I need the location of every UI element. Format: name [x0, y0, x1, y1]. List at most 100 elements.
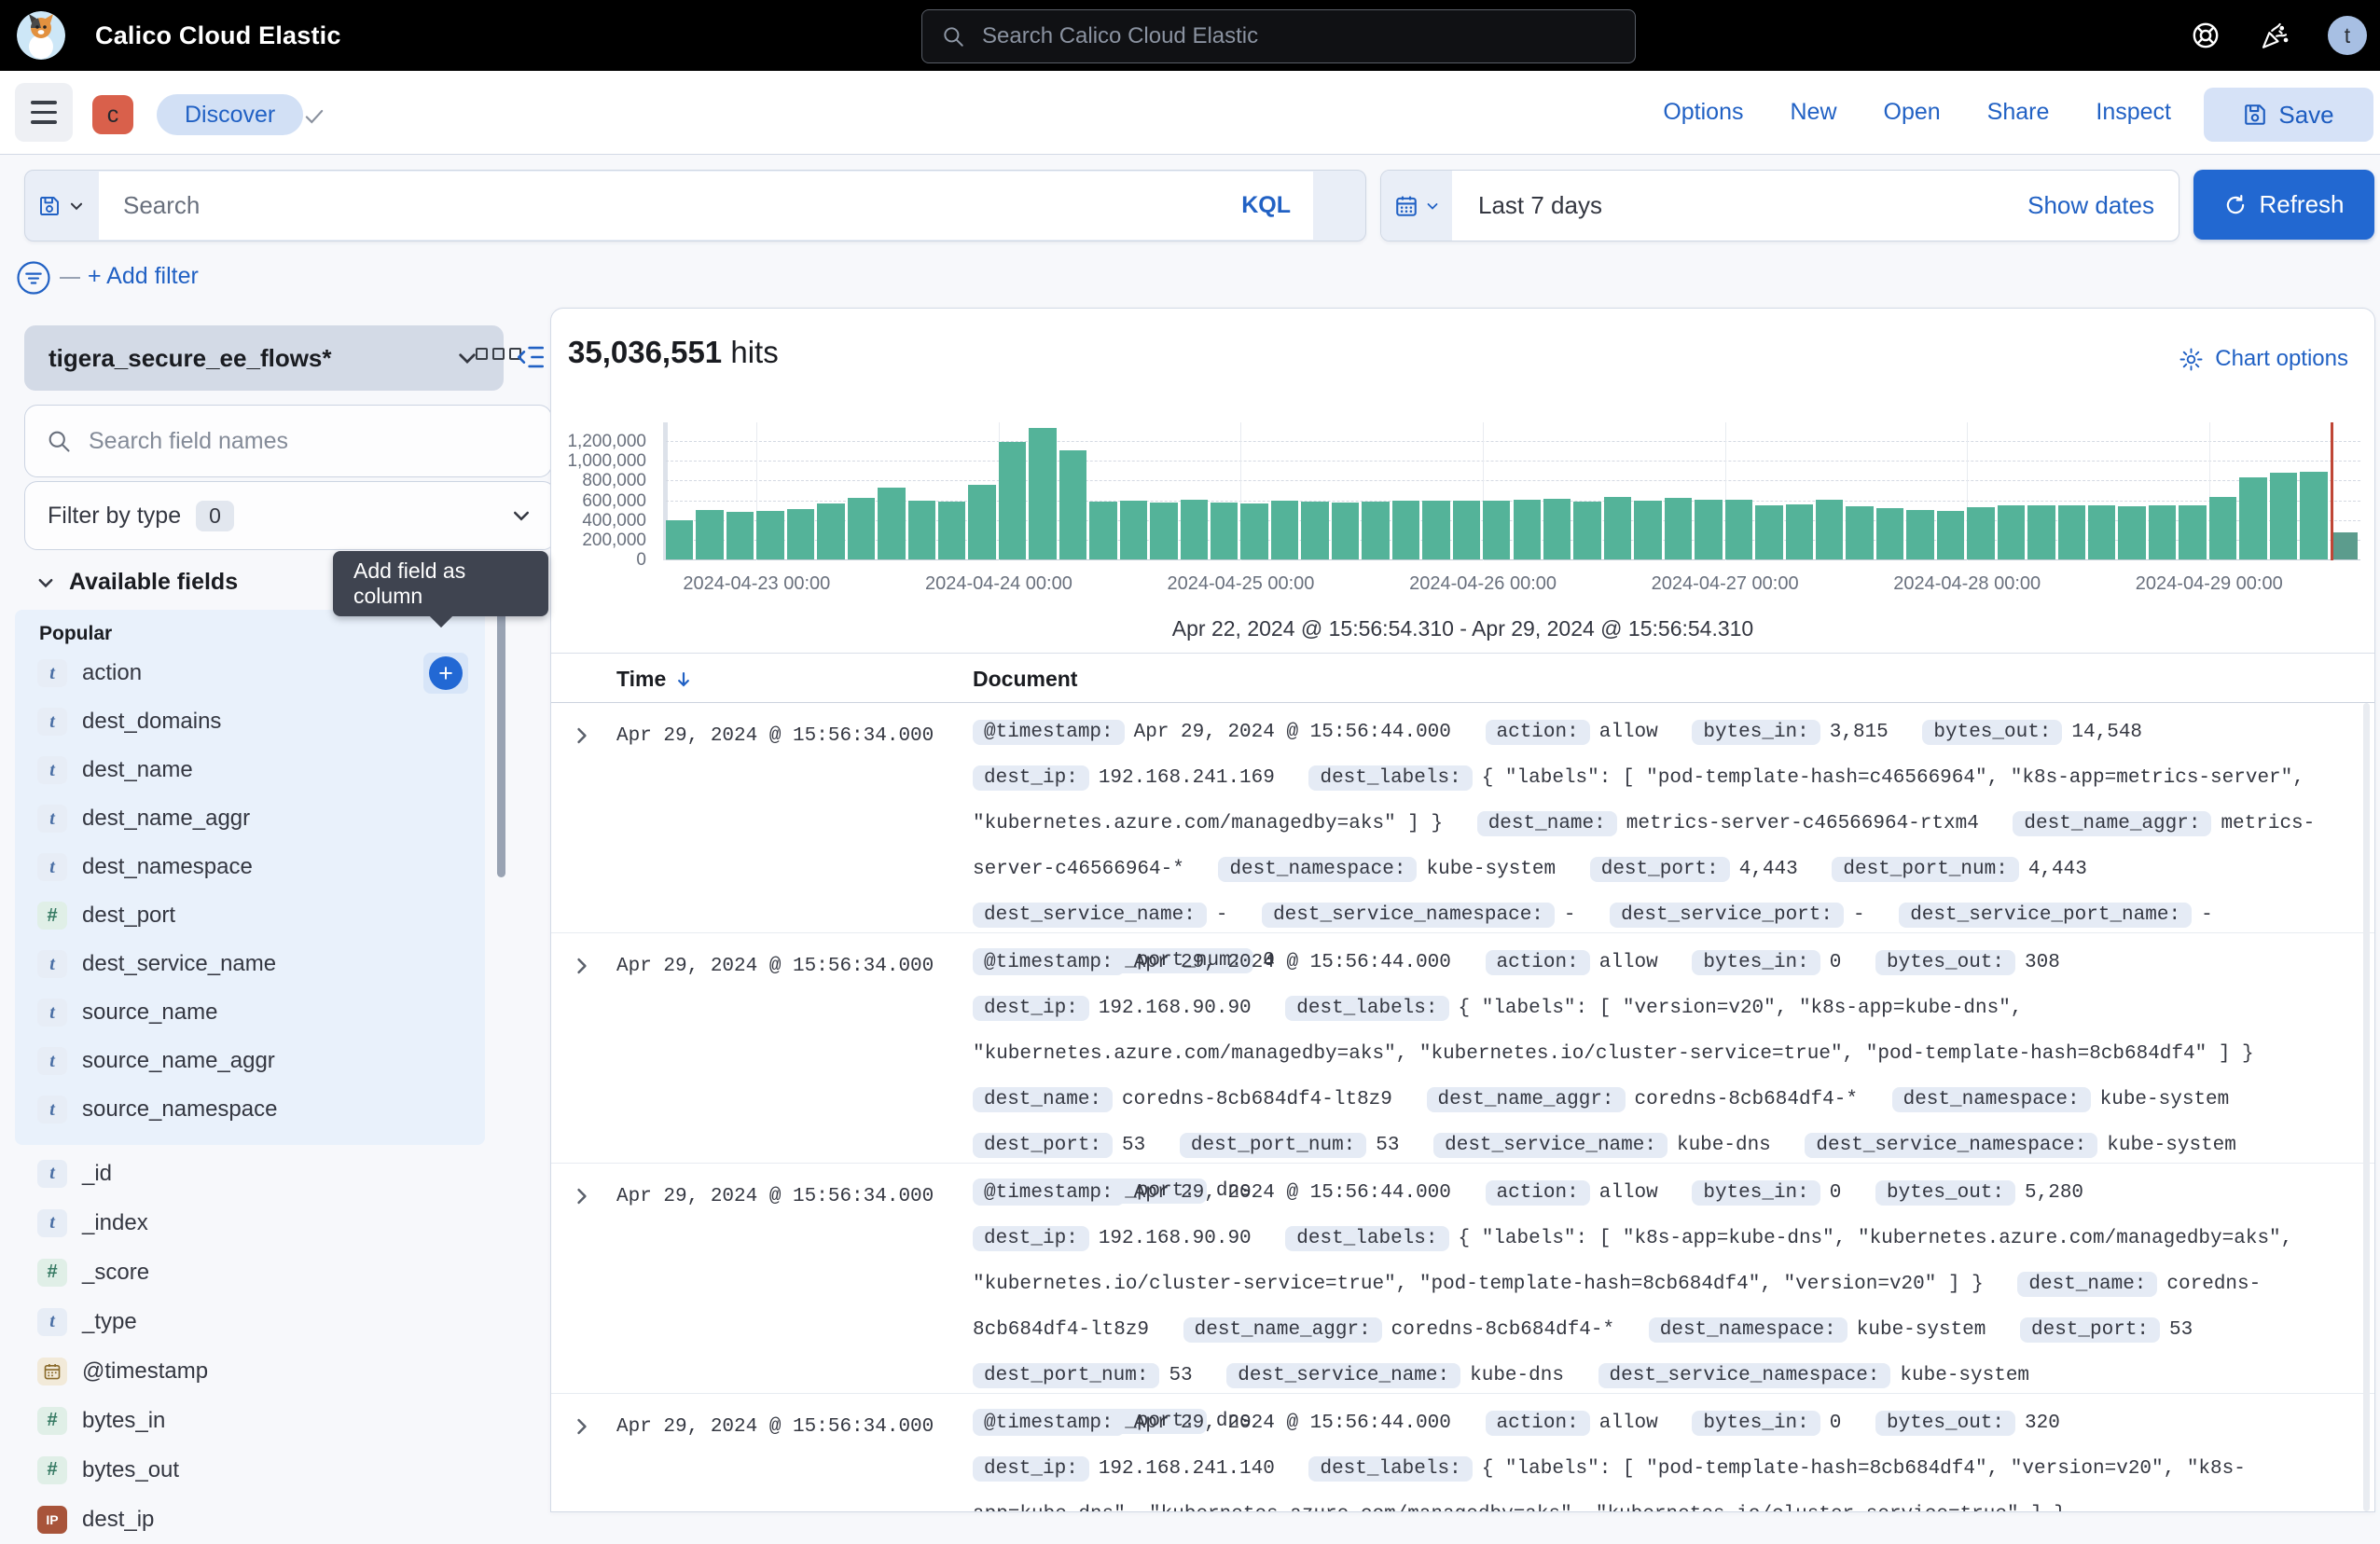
inspect-button[interactable]: Inspect — [2096, 99, 2171, 125]
field-item-source_name_aggr[interactable]: t source_name_aggr — [15, 1037, 485, 1085]
histogram-bar[interactable] — [2300, 471, 2328, 559]
histogram-bar[interactable] — [696, 509, 724, 559]
histogram-bar[interactable] — [1211, 502, 1238, 559]
histogram-bar[interactable] — [1634, 500, 1662, 559]
histogram-bar[interactable] — [786, 508, 815, 559]
histogram-bar[interactable] — [1724, 499, 1753, 559]
field-item-dest_service_name[interactable]: t dest_service_name — [15, 940, 485, 988]
field-item-@timestamp[interactable]: @timestamp — [15, 1346, 485, 1396]
histogram-bar[interactable] — [1391, 500, 1420, 559]
histogram-bar[interactable] — [1846, 505, 1874, 559]
options-button[interactable]: Options — [1663, 99, 1744, 125]
histogram-bar[interactable] — [847, 497, 876, 559]
histogram-bar[interactable] — [726, 512, 754, 559]
calico-logo-icon[interactable] — [17, 11, 65, 60]
histogram-bar[interactable] — [2057, 505, 2085, 559]
field-item-dest_name[interactable]: t dest_name — [15, 746, 485, 794]
histogram-bar[interactable] — [1029, 428, 1057, 559]
field-item-_type[interactable]: t _type — [15, 1297, 485, 1346]
index-pattern-selector[interactable]: tigera_secure_ee_flows* — [24, 325, 504, 391]
field-item-dest_port[interactable]: # dest_port — [15, 891, 485, 940]
histogram-bar[interactable] — [1270, 501, 1299, 559]
query-language-button[interactable]: KQL — [1241, 192, 1291, 218]
histogram-plot[interactable] — [663, 422, 2360, 560]
histogram-bar[interactable] — [1906, 510, 1934, 559]
histogram-bar[interactable] — [938, 501, 966, 559]
field-item-_index[interactable]: t _index — [15, 1198, 485, 1248]
histogram-bar[interactable] — [1664, 498, 1693, 559]
histogram-bar[interactable] — [1301, 501, 1329, 559]
histogram-bar[interactable] — [2087, 505, 2116, 559]
histogram-bar[interactable] — [1180, 500, 1209, 559]
histogram-bar[interactable] — [2269, 472, 2298, 559]
field-item-dest_ip[interactable]: IP dest_ip — [15, 1495, 485, 1544]
space-badge[interactable]: c — [92, 95, 133, 134]
histogram-bar[interactable] — [1422, 500, 1450, 559]
global-search[interactable] — [921, 9, 1636, 63]
breadcrumb-discover[interactable]: Discover — [157, 94, 304, 135]
histogram-bar[interactable] — [1059, 450, 1087, 559]
menu-hamburger-button[interactable] — [15, 83, 73, 142]
filter-menu-icon[interactable] — [13, 257, 54, 298]
kql-search-input[interactable] — [121, 190, 1225, 221]
histogram-bar[interactable] — [666, 519, 694, 559]
collapse-sidebar-icon[interactable] — [515, 341, 547, 373]
news-party-popper-icon[interactable] — [2259, 20, 2290, 51]
field-item-_id[interactable]: t _id — [15, 1149, 485, 1198]
histogram-bar[interactable] — [1785, 503, 1813, 559]
histogram-bar[interactable] — [817, 503, 845, 559]
field-item-bytes_in[interactable]: # bytes_in — [15, 1396, 485, 1445]
new-button[interactable]: New — [1790, 99, 1837, 125]
histogram-bar[interactable] — [1875, 507, 1904, 559]
field-options-icon[interactable] — [476, 348, 521, 360]
histogram-bar[interactable] — [756, 510, 784, 559]
histogram-bar[interactable] — [1815, 500, 1844, 559]
histogram-bar[interactable] — [1240, 503, 1268, 559]
expand-row-button[interactable] — [572, 1186, 592, 1206]
histogram-bar[interactable] — [1755, 505, 1783, 559]
histogram-bar[interactable] — [2179, 504, 2207, 559]
field-item-source_namespace[interactable]: t source_namespace — [15, 1085, 485, 1134]
histogram-bar[interactable] — [2027, 504, 2055, 559]
user-avatar[interactable]: t — [2328, 16, 2367, 55]
help-icon[interactable] — [2190, 20, 2221, 51]
expand-row-button[interactable] — [572, 956, 592, 976]
time-column-header[interactable]: Time — [616, 667, 694, 692]
filter-by-type-dropdown[interactable]: Filter by type 0 — [24, 481, 556, 550]
open-button[interactable]: Open — [1883, 99, 1941, 125]
show-dates-button[interactable]: Show dates — [2027, 191, 2154, 219]
date-quick-menu-button[interactable] — [1381, 171, 1452, 241]
global-search-input[interactable] — [980, 22, 1616, 50]
expand-row-button[interactable] — [572, 1416, 592, 1437]
histogram-bar[interactable] — [1573, 502, 1601, 559]
field-item-bytes_out[interactable]: # bytes_out — [15, 1445, 485, 1495]
histogram-bar[interactable] — [1150, 503, 1178, 559]
histogram-bar[interactable] — [1936, 510, 1965, 559]
field-search-box[interactable] — [24, 405, 552, 477]
histogram-bar[interactable] — [1603, 497, 1632, 559]
histogram-bar[interactable] — [1997, 504, 2026, 559]
field-item-dest_namespace[interactable]: t dest_namespace — [15, 843, 485, 891]
add-field-as-column-button[interactable]: + — [423, 653, 468, 694]
histogram-bar[interactable] — [1695, 500, 1723, 559]
save-button[interactable]: Save — [2204, 88, 2373, 142]
histogram-bar[interactable] — [1089, 501, 1117, 559]
available-fields-header[interactable]: Available fields — [35, 569, 238, 596]
histogram-bar[interactable] — [968, 485, 996, 559]
histogram-bar[interactable] — [1967, 506, 1995, 559]
table-scrollbar[interactable] — [2363, 703, 2370, 1511]
histogram-bar[interactable] — [2208, 497, 2237, 559]
histogram-bar[interactable] — [998, 442, 1027, 559]
refresh-button[interactable]: Refresh — [2193, 170, 2374, 240]
time-range-value[interactable]: Last 7 days — [1478, 191, 1602, 219]
histogram-bar[interactable] — [1543, 499, 1571, 559]
field-item-dest_domains[interactable]: t dest_domains — [15, 697, 485, 746]
expand-row-button[interactable] — [572, 725, 592, 746]
sidebar-scrollbar[interactable] — [497, 603, 505, 877]
field-item-source_name[interactable]: t source_name — [15, 988, 485, 1037]
histogram-bar[interactable] — [1483, 500, 1511, 559]
saved-query-menu-button[interactable] — [25, 171, 98, 241]
histogram-bar[interactable] — [1331, 502, 1360, 559]
histogram-bar[interactable] — [907, 500, 935, 559]
histogram-bar[interactable] — [1362, 502, 1390, 559]
